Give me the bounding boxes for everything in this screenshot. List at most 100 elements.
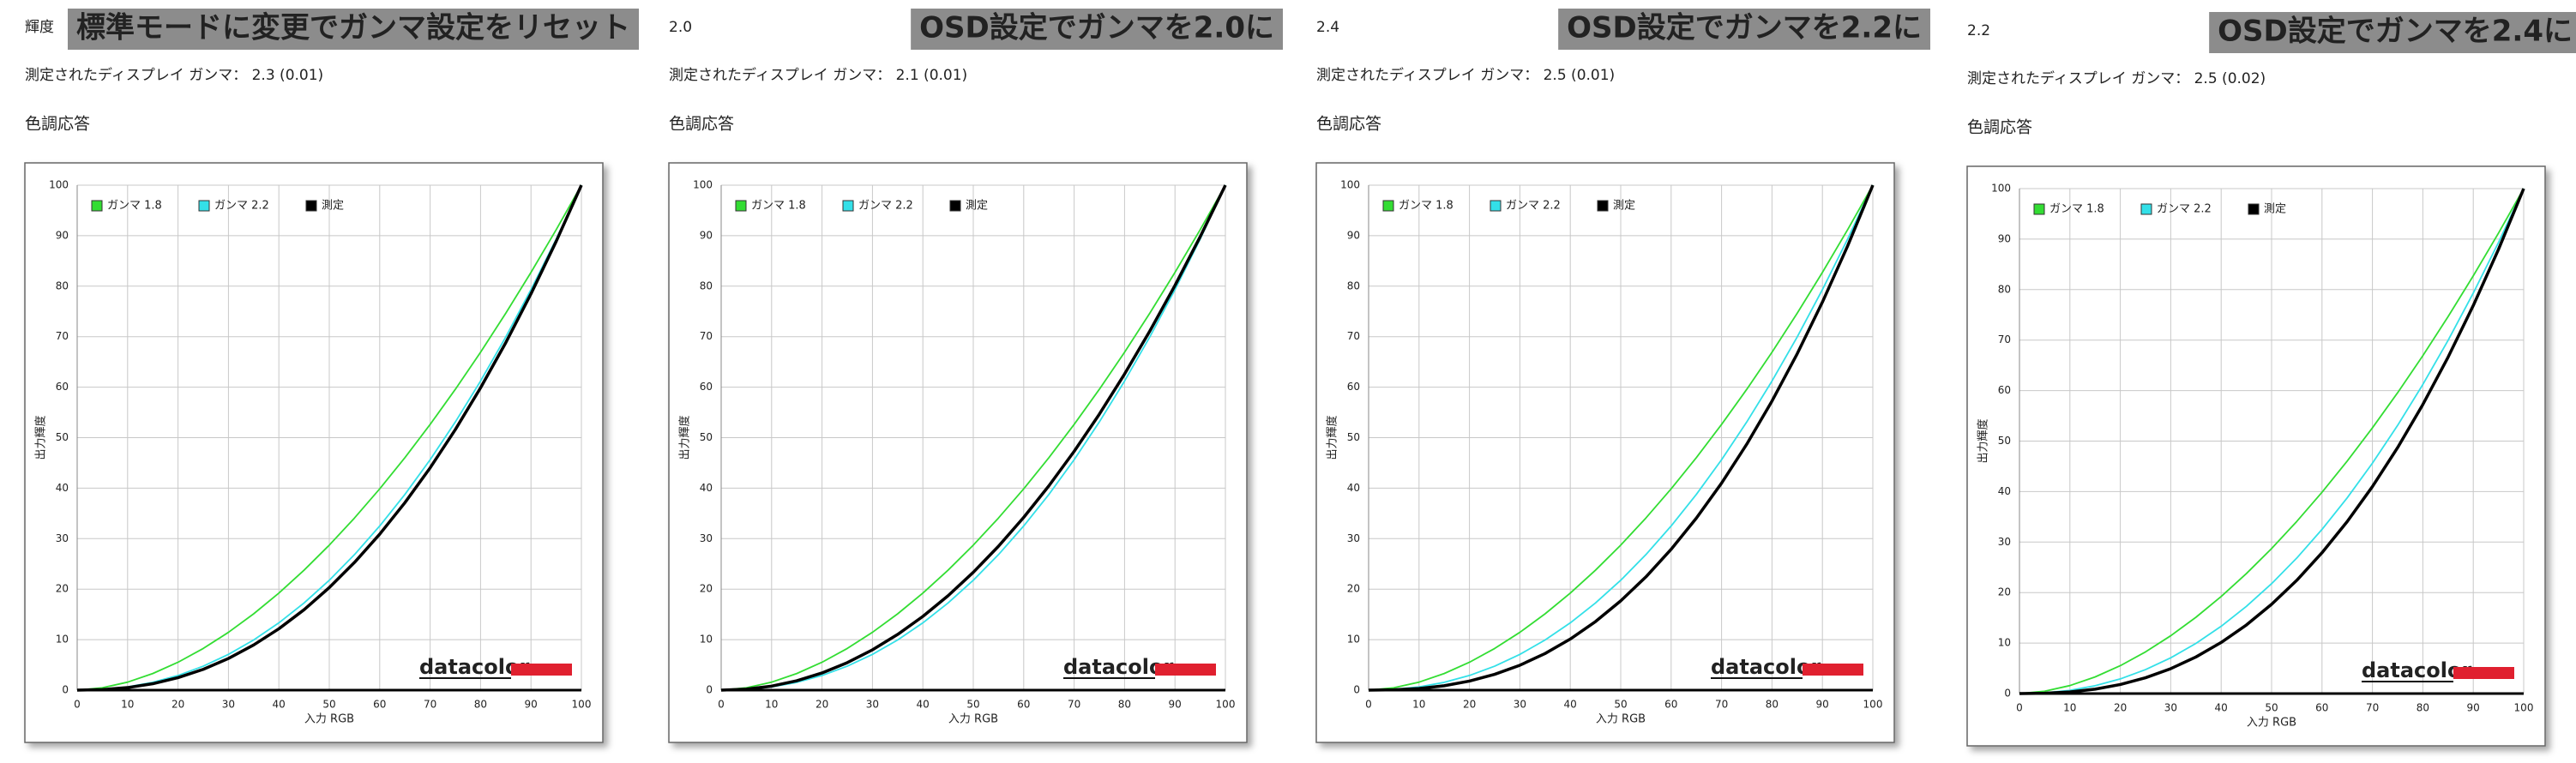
banner <box>1558 9 1930 50</box>
y-tick-label: 80 <box>56 279 69 291</box>
logo-bar <box>1803 664 1863 676</box>
legend-swatch <box>2033 203 2045 215</box>
y-tick-label: 0 <box>2004 688 2011 700</box>
y-axis-label: 出力輝度 <box>678 415 692 460</box>
legend-swatch <box>2140 203 2152 215</box>
legend-label: ガンマ 2.2 <box>1506 200 1561 213</box>
x-tick-label: 10 <box>1412 699 1425 711</box>
x-tick-label: 90 <box>525 699 538 711</box>
x-tick-label: 0 <box>1365 699 1372 711</box>
y-tick-label: 60 <box>56 381 69 393</box>
legend-swatch <box>2248 203 2260 215</box>
measured-gamma: 測定されたディスプレイ ガンマ： 2.5 (0.01) <box>1316 66 1615 84</box>
section-title: 色調応答 <box>1967 118 2032 137</box>
panel-header: 2.4 <box>1316 19 1339 36</box>
y-tick-label: 80 <box>1998 283 2011 295</box>
x-tick-label: 20 <box>1463 699 1476 711</box>
section-title: 色調応答 <box>669 115 734 134</box>
x-tick-label: 0 <box>718 699 725 711</box>
legend-label: 測定 <box>966 200 988 213</box>
series-line <box>1368 184 1874 691</box>
series-line <box>76 184 582 691</box>
series-line <box>2019 188 2525 694</box>
legend-swatch <box>1597 200 1609 212</box>
y-tick-label: 40 <box>1998 485 2011 497</box>
x-tick-label: 60 <box>1664 699 1677 711</box>
legend-label: ガンマ 1.8 <box>1399 200 1454 213</box>
x-tick-label: 40 <box>273 699 286 711</box>
banner <box>68 9 639 50</box>
legend-swatch <box>949 200 961 212</box>
x-tick-label: 60 <box>373 699 386 711</box>
banner-text: 標準モードに変更でガンマ設定をリセット <box>76 11 630 45</box>
y-tick-label: 70 <box>56 330 69 342</box>
legend-swatch <box>1490 200 1502 212</box>
chart-frame <box>1315 162 1895 743</box>
x-tick-label: 50 <box>1614 699 1627 711</box>
panel-header: 輝度 <box>25 19 54 36</box>
legend-label: ガンマ 2.2 <box>214 200 269 213</box>
logo-bar <box>511 664 572 676</box>
x-tick-label: 10 <box>2063 702 2076 714</box>
x-tick-label: 40 <box>1564 699 1577 711</box>
y-tick-label: 100 <box>1340 179 1360 191</box>
series-line <box>1368 184 1875 692</box>
x-tick-label: 90 <box>2467 702 2480 714</box>
series-line <box>2019 188 2525 695</box>
legend-label: ガンマ 1.8 <box>751 200 806 213</box>
x-tick-label: 60 <box>1017 699 1030 711</box>
x-tick-label: 30 <box>1514 699 1526 711</box>
x-tick-label: 80 <box>474 699 487 711</box>
measured-gamma: 測定されたディスプレイ ガンマ： 2.5 (0.02) <box>1967 69 2266 87</box>
y-tick-label: 40 <box>1347 482 1360 494</box>
x-tick-label: 0 <box>2016 702 2023 714</box>
x-tick-label: 0 <box>74 699 81 711</box>
legend-label: 測定 <box>1613 200 1635 213</box>
y-tick-label: 90 <box>700 229 713 241</box>
x-tick-label: 100 <box>1216 699 1236 711</box>
series-line <box>76 184 582 691</box>
x-tick-label: 20 <box>816 699 828 711</box>
y-tick-label: 100 <box>49 179 69 191</box>
legend-label: 測定 <box>2264 203 2286 216</box>
y-axis-label: 出力輝度 <box>34 415 48 460</box>
y-axis-label: 出力輝度 <box>1326 415 1339 460</box>
panel-header: 2.2 <box>1967 22 1990 39</box>
x-tick-label: 100 <box>572 699 592 711</box>
legend-label: 測定 <box>322 200 344 213</box>
series-line <box>1368 184 1874 691</box>
y-tick-label: 100 <box>1991 183 2011 195</box>
logo-bar <box>2453 667 2514 679</box>
legend-label: ガンマ 1.8 <box>107 200 162 213</box>
x-tick-label: 60 <box>2315 702 2328 714</box>
y-tick-label: 0 <box>1353 684 1360 696</box>
x-tick-label: 30 <box>222 699 235 711</box>
x-tick-label: 20 <box>2114 702 2127 714</box>
x-axis-label: 入力 RGB <box>304 713 354 726</box>
chart-frame <box>24 162 604 743</box>
y-tick-label: 60 <box>1998 384 2011 396</box>
x-tick-label: 10 <box>121 699 134 711</box>
y-tick-label: 30 <box>1347 532 1360 544</box>
measured-gamma: 測定されたディスプレイ ガンマ： 2.3 (0.01) <box>25 66 323 84</box>
series-line <box>720 184 1226 691</box>
x-tick-label: 100 <box>1863 699 1883 711</box>
x-tick-label: 100 <box>2514 702 2534 714</box>
y-tick-label: 30 <box>1998 536 2011 548</box>
banner <box>2209 12 2576 53</box>
legend-swatch <box>91 200 103 212</box>
series-line <box>2019 188 2525 694</box>
x-tick-label: 80 <box>1118 699 1131 711</box>
y-tick-label: 100 <box>693 179 713 191</box>
y-tick-label: 90 <box>1998 232 2011 244</box>
series-line <box>720 184 1227 692</box>
series-line <box>720 184 1226 691</box>
y-tick-label: 20 <box>1998 586 2011 598</box>
x-tick-label: 70 <box>1068 699 1080 711</box>
